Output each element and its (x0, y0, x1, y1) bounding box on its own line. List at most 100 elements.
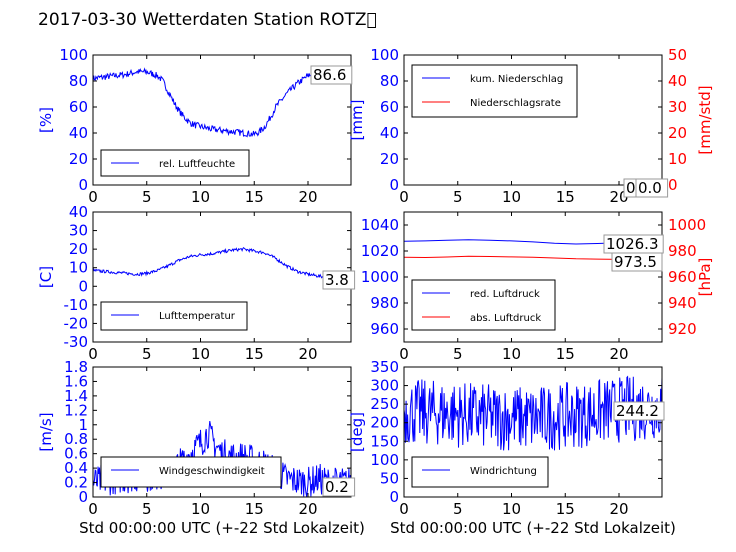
legend: Windrichtung (411, 456, 549, 488)
legend-label: rel. Luftfeuchte (159, 159, 235, 170)
x-tick-label: 5 (453, 345, 463, 363)
y-tick-label: 1 (78, 416, 88, 434)
y2-axis-label: [hPa] (696, 258, 714, 297)
figure-title: 2017-03-30 Wetterdaten Station ROTZ  (38, 10, 377, 30)
series-line-3-1 (92, 247, 352, 282)
y-tick-label: 150 (370, 432, 399, 450)
y-tick-label: 0 (389, 488, 399, 506)
value-annotation-box (613, 401, 665, 421)
x-tick-label: 20 (298, 500, 317, 518)
value-annotation-box (322, 270, 356, 290)
x-tick-label: 5 (453, 188, 463, 206)
x-tick-label: 15 (556, 500, 575, 518)
y2-tick-label: 30 (668, 98, 687, 116)
legend: Windgeschwindigkeit (100, 456, 282, 488)
chart-panel-3: 0 5 10 15 20-30-20-10010203040[C]Lufttempera… (37, 203, 356, 363)
y-tick-label: 100 (370, 451, 399, 469)
y-tick-label: 1000 (361, 268, 399, 286)
y2-tick-label: 40 (668, 72, 687, 90)
y2-tick-label: 50 (668, 46, 687, 64)
value-annotation: 0.0 (638, 179, 662, 197)
x-tick-label: 5 (142, 345, 152, 363)
x-tick-label: 15 (245, 500, 264, 518)
x-tick-label: 20 (298, 345, 317, 363)
x-tick-label: 5 (142, 500, 152, 518)
x-tick-label: 10 (502, 188, 521, 206)
legend: kum. Niederschlag Niederschlagsrate (411, 64, 578, 118)
y2-tick-label: 10 (668, 150, 687, 168)
legend-box (100, 456, 282, 488)
y2-tick-label: 920 (668, 320, 697, 338)
y-tick-label: 100 (370, 46, 399, 64)
y-tick-label: 300 (370, 377, 399, 395)
y2-tick-label: 20 (668, 124, 687, 142)
value-annotation: 973.5 (614, 253, 657, 271)
x-axis-label: Std 00:00:00 UTC (+-22 Std Lokalzeit) (390, 519, 676, 537)
chart-panel-5: 0 5 10 15 2000.20.40.60.811.21.41.61.8[m/s]W… (37, 358, 365, 537)
y-tick-label: 350 (370, 358, 399, 376)
legend-label: Lufttemperatur (159, 311, 236, 322)
y-tick-label: 0 (78, 488, 88, 506)
x-tick-label: 10 (191, 188, 210, 206)
series-line-1-1 (92, 67, 352, 138)
y2-tick-label: 960 (668, 268, 697, 286)
x-tick-label: 15 (556, 345, 575, 363)
y2-tick-label: 1000 (668, 216, 706, 234)
y-tick-label: 100 (59, 46, 88, 64)
y-tick-label: 0.6 (64, 445, 88, 463)
y-tick-label: 50 (380, 469, 399, 487)
legend-label: Windrichtung (470, 466, 537, 477)
x-tick-label: 0 (399, 345, 409, 363)
value-annotation: 1026.3 (606, 235, 659, 253)
y-tick-label: 20 (69, 150, 88, 168)
y-tick-label: 30 (69, 222, 88, 240)
y-axis-label: [C] (37, 266, 55, 288)
y-tick-label: 1.4 (64, 387, 88, 405)
series-line-6-1 (403, 375, 663, 451)
y-tick-label: 0 (78, 277, 88, 295)
legend-box (100, 301, 248, 331)
legend-label: Windgeschwindigkeit (159, 466, 265, 477)
x-tick-label: 15 (245, 345, 264, 363)
plot-frame (403, 54, 663, 186)
x-tick-label: 10 (502, 345, 521, 363)
x-tick-label: 5 (453, 500, 463, 518)
y-axis-label: [mm] (348, 100, 366, 141)
y-tick-label: 0 (389, 176, 399, 194)
y-tick-label: 80 (69, 72, 88, 90)
legend: rel. Luftfeuchte (100, 149, 250, 177)
x-tick-label: 20 (609, 345, 628, 363)
value-annotation: 0.2 (325, 478, 349, 496)
y2-tick-label: 0 (668, 176, 678, 194)
x-tick-label: 15 (245, 188, 264, 206)
y-tick-label: 1.2 (64, 401, 88, 419)
x-tick-label: 0 (399, 500, 409, 518)
value-annotation-box (322, 477, 356, 497)
chart-panel-1: 0 5 10 15 20 0 20 40 60 80 100 [%] rel. Luftfeuchte 8… (37, 46, 353, 206)
y-tick-label: -30 (64, 333, 89, 351)
value-annotation: 3.8 (325, 271, 349, 289)
x-tick-label: 10 (502, 500, 521, 518)
value-annotation-box (635, 178, 669, 198)
plot-frame (403, 366, 663, 498)
x-tick-label: 10 (191, 345, 210, 363)
x-tick-label: 0 (399, 188, 409, 206)
x-axis-label: Std 00:00:00 UTC (+-22 Std Lokalzeit) (79, 519, 365, 537)
legend-box (411, 64, 578, 118)
y-tick-label: 80 (380, 72, 399, 90)
y-tick-label: 200 (370, 414, 399, 432)
legend-box (411, 279, 556, 331)
y-tick-label: -10 (64, 296, 89, 314)
y-tick-label: 40 (69, 124, 88, 142)
x-tick-label: 5 (142, 188, 152, 206)
y2-axis-label: [mm/std] (696, 85, 714, 154)
value-annotation-box (611, 252, 663, 272)
x-tick-label: 10 (191, 500, 210, 518)
y-tick-label: 40 (69, 203, 88, 221)
y2-tick-label: 980 (668, 242, 697, 260)
y-axis-label: [%] (37, 107, 55, 133)
legend-label: abs. Luftdruck (470, 313, 541, 324)
x-tick-label: 15 (556, 188, 575, 206)
legend-label: red. Luftdruck (470, 289, 540, 300)
